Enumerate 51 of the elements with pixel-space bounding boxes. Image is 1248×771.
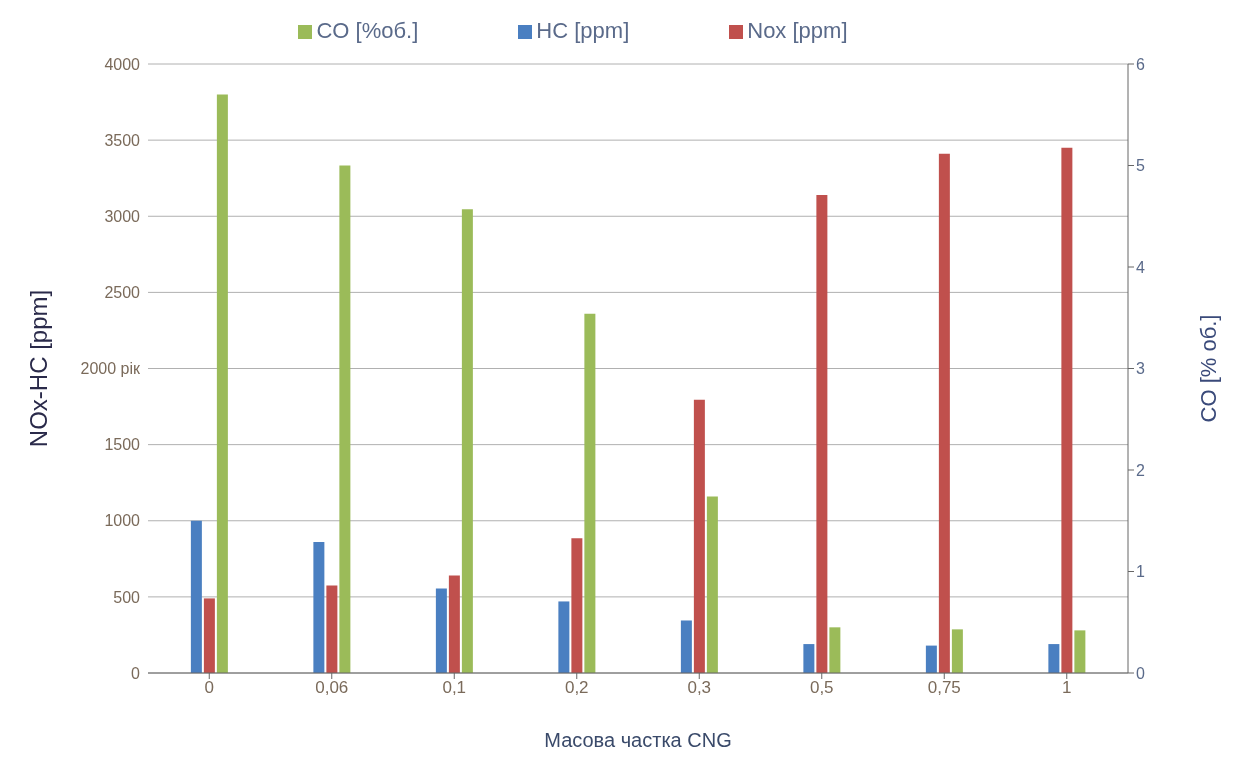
y2-tick-label: 4 [1136, 258, 1145, 276]
y2-tick-label: 2 [1136, 461, 1145, 479]
y-tick-label: 4000 [104, 55, 141, 73]
x-tick-label: 0,75 [927, 678, 961, 698]
x-tick-label: 1 [1062, 678, 1072, 698]
y-tick-label: 500 [113, 588, 141, 606]
legend-label: CO [%об.] [316, 18, 419, 43]
x-tick-label: 0,5 [809, 678, 834, 698]
x-tick-label: 0,06 [315, 678, 349, 698]
x-tick-label: 0 [204, 678, 214, 698]
bar [680, 620, 692, 673]
y2-tick-label: 6 [1136, 55, 1145, 73]
y-tick-label: 1500 [104, 436, 141, 454]
bar [938, 153, 950, 673]
bar [448, 575, 460, 673]
x-axis-title: Масова частка CNG [544, 729, 732, 752]
bar [925, 645, 937, 673]
y2-tick-label: 0 [1136, 664, 1145, 682]
y2-tick-label: 3 [1136, 360, 1145, 378]
y-tick-label: 2500 [104, 284, 141, 302]
legend-label: HC [ppm] [536, 18, 630, 43]
bar [816, 194, 828, 673]
bar [1061, 147, 1073, 673]
y-tick-label: 3000 [104, 207, 141, 225]
bar [203, 598, 215, 673]
bar [951, 629, 963, 673]
bar [313, 542, 325, 673]
bar [1048, 644, 1060, 673]
bar [461, 209, 473, 673]
legend-label: Nox [ppm] [747, 18, 848, 43]
bar [216, 94, 228, 673]
bar [339, 165, 351, 673]
y-tick-label: 0 [131, 664, 141, 682]
y-tick-label: 1000 [104, 512, 141, 530]
y2-tick-label: 1 [1136, 563, 1145, 581]
y-tick-label: 3500 [104, 131, 141, 149]
x-tick-label: 0,3 [687, 678, 712, 698]
bar [1074, 630, 1086, 673]
y2-tick-label: 5 [1136, 157, 1145, 175]
y2-axis-title: CO [% об.] [1195, 314, 1221, 423]
bar [326, 585, 338, 673]
y-axis-title: NOx-HC [ppm] [24, 289, 52, 448]
x-tick-label: 0,2 [564, 678, 589, 698]
bar [558, 601, 570, 673]
bar [584, 313, 596, 673]
bar [190, 520, 202, 673]
x-tick-label: 0,1 [442, 678, 467, 698]
bar [803, 644, 815, 673]
bar [435, 588, 447, 673]
y-tick-label: 2000 рік [80, 360, 141, 378]
bar [829, 627, 841, 673]
